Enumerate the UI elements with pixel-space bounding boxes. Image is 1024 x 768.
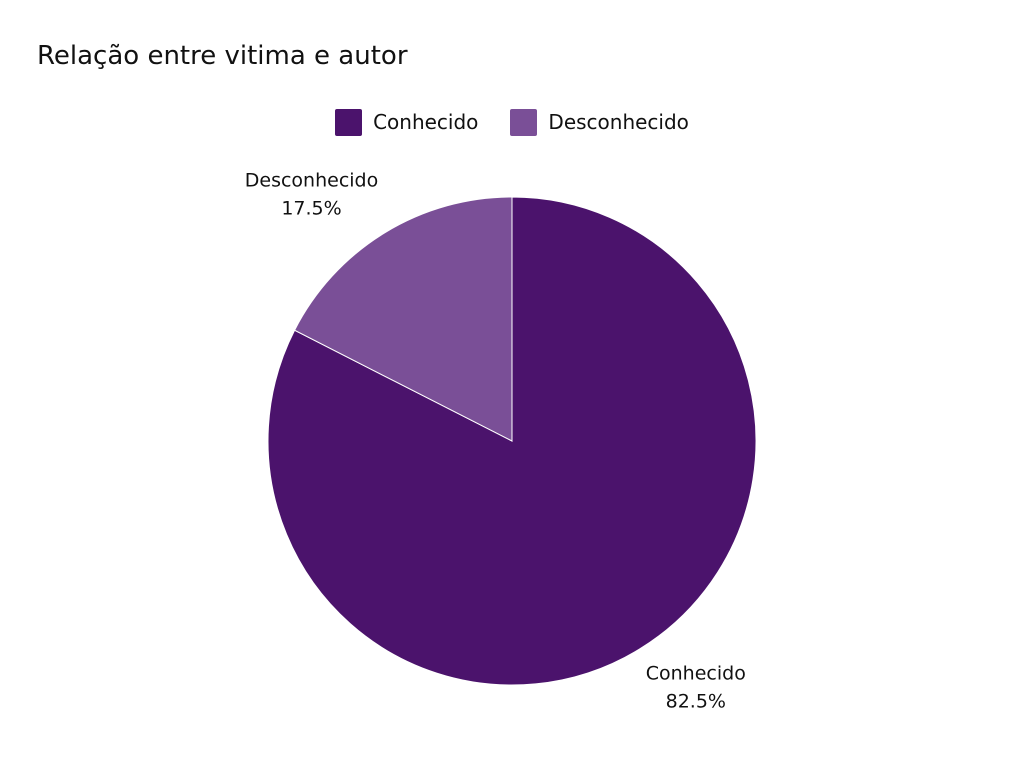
pie-slice-conhecido[interactable] [267, 196, 757, 686]
pie-slice-desconhecido[interactable] [293, 196, 513, 442]
slice-label-value-desconhecido: 17.5% [281, 198, 341, 220]
legend-item-desconhecido[interactable]: Desconhecido [510, 108, 689, 136]
chart-legend: Conhecido Desconhecido [0, 108, 1024, 136]
legend-item-conhecido[interactable]: Conhecido [335, 108, 478, 136]
slice-label-conhecido: Conhecido 82.5% [646, 662, 746, 712]
chart-title: Relação entre vitima e autor [37, 41, 408, 71]
slice-label-desconhecido: Desconhecido 17.5% [245, 170, 378, 220]
legend-swatch-desconhecido [510, 108, 538, 136]
legend-swatch-conhecido [335, 108, 363, 136]
slice-label-category-conhecido: Conhecido [646, 662, 746, 684]
legend-label-desconhecido: Desconhecido [548, 110, 689, 134]
legend-label-conhecido: Conhecido [373, 110, 479, 134]
slice-label-category-desconhecido: Desconhecido [245, 170, 378, 192]
slice-label-value-conhecido: 82.5% [666, 690, 726, 712]
